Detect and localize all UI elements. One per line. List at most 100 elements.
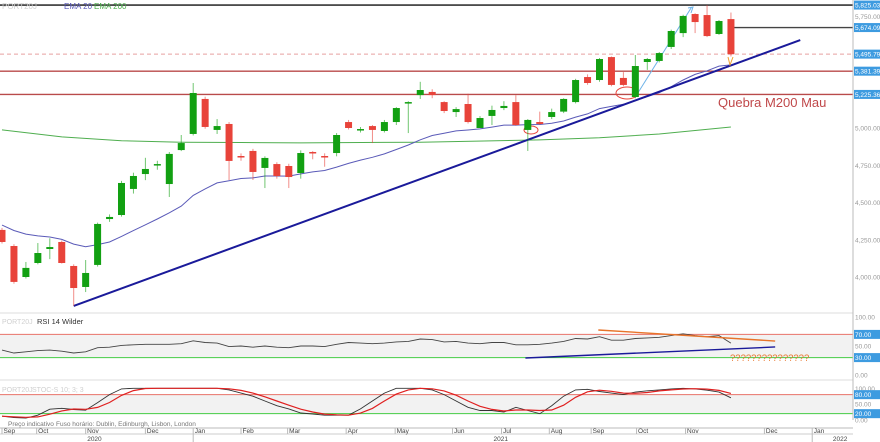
candle-down[interactable] [70, 265, 78, 289]
candle-up[interactable] [261, 157, 269, 168]
candle-down[interactable] [237, 156, 245, 158]
stoch-band [0, 394, 853, 414]
candle-down[interactable] [0, 229, 6, 242]
candle-down[interactable] [10, 246, 18, 282]
candle-down[interactable] [536, 122, 544, 124]
legend-ema200[interactable]: EMA 200 [94, 2, 127, 11]
price-level-badge-bg [854, 0, 880, 10]
candle-up[interactable] [22, 267, 30, 277]
candle-up[interactable] [297, 153, 305, 173]
candle-up[interactable] [153, 164, 161, 166]
price-level-badge: 5,825.03 [855, 3, 880, 10]
candle-down[interactable] [584, 77, 592, 84]
candle-down[interactable] [607, 57, 615, 85]
candle-down[interactable] [345, 122, 353, 128]
arrow-head-icon [687, 6, 694, 14]
candle-up[interactable] [572, 80, 580, 103]
candle-down[interactable] [440, 102, 448, 112]
rsi-resistance-line[interactable] [598, 329, 776, 342]
candle-up[interactable] [596, 59, 603, 81]
year-label: 2022 [833, 436, 848, 442]
rsi-support-line[interactable] [525, 346, 776, 359]
candle-up[interactable] [189, 92, 197, 134]
candle-up[interactable] [34, 253, 42, 263]
candle-up[interactable] [524, 119, 532, 130]
candle-up[interactable] [357, 129, 364, 131]
month-label: Nov [687, 428, 699, 435]
stoch-tick-label-bg [854, 390, 880, 400]
candle-up[interactable] [488, 109, 496, 116]
candle-down[interactable] [309, 151, 317, 154]
candle-down[interactable] [368, 126, 376, 130]
candle-down[interactable] [58, 241, 66, 263]
rsi-tick-label-bg [854, 353, 880, 363]
candle-up[interactable] [177, 143, 185, 151]
candle-up[interactable] [452, 109, 460, 113]
month-label: Dec [766, 428, 778, 435]
month-label: Sep [4, 428, 16, 435]
candle-up[interactable] [333, 135, 341, 154]
candle-down[interactable] [201, 98, 209, 127]
candle-up[interactable] [94, 223, 102, 265]
candle-up[interactable] [141, 168, 149, 175]
timezone-note: Fuso horário: Dublin, Edinburgh, Lisbon,… [56, 421, 196, 428]
rsi-tick-label: 100.00 [855, 315, 875, 322]
rsi-line [1, 333, 732, 354]
rsi-note[interactable]: ??????????????? [730, 353, 809, 364]
candle-down[interactable] [428, 91, 436, 96]
candle-up[interactable] [560, 98, 568, 112]
price-level-badge-bg [854, 49, 880, 59]
candle-up[interactable] [46, 247, 54, 249]
stoch-tick-label: 80.00 [855, 392, 872, 399]
candle-down[interactable] [619, 77, 627, 85]
candle-down[interactable] [703, 15, 711, 37]
rsi-tick-label: 30.00 [855, 355, 872, 362]
candle-up[interactable] [106, 216, 114, 220]
month-label: Mar [289, 428, 301, 435]
candle-up[interactable] [655, 53, 663, 61]
candle-up[interactable] [476, 118, 484, 128]
candle-down[interactable] [273, 164, 281, 176]
month-label: Sep [593, 428, 605, 435]
candle-up[interactable] [667, 31, 675, 47]
candle-up[interactable] [631, 66, 639, 98]
annotation-quebra[interactable]: Quebra M200 Mau [718, 95, 826, 110]
candle-up[interactable] [715, 21, 723, 34]
rsi-band [0, 334, 853, 358]
candle-up[interactable] [416, 90, 424, 96]
candle-down[interactable] [321, 156, 329, 158]
candle-down[interactable] [464, 104, 472, 123]
stoch-tick-label: 50.00 [855, 402, 872, 409]
candle-up[interactable] [679, 15, 687, 34]
price-level-badge: 5,225.36 [855, 92, 880, 99]
candle-down[interactable] [225, 123, 233, 161]
stoch-title: STOC-S 10; 3; 3 [32, 387, 84, 394]
candle-up[interactable] [129, 175, 137, 189]
candle-up[interactable] [118, 182, 125, 216]
trendline[interactable] [73, 39, 801, 307]
month-label: Feb [243, 428, 255, 435]
rsi-tick-label: 0.00 [855, 373, 868, 380]
candle-up[interactable] [380, 122, 388, 131]
candle-up[interactable] [392, 108, 400, 123]
candle-up[interactable] [213, 126, 221, 130]
candle-down[interactable] [249, 150, 257, 172]
candle-down[interactable] [727, 19, 735, 55]
legend-ema20[interactable]: EMA 20 [64, 2, 93, 11]
candle-up[interactable] [500, 105, 508, 109]
candle-up[interactable] [82, 272, 90, 287]
stoch-tick-label: 100.00 [855, 386, 875, 393]
candle-down[interactable] [691, 14, 699, 23]
stoch-instrument-label: PORT20J [2, 387, 33, 394]
y-tick-label: 4,250.00 [855, 237, 880, 244]
candle-down[interactable] [285, 165, 293, 178]
x-axis-bg [0, 428, 853, 442]
price-level-badge-bg [854, 23, 880, 33]
candle-up[interactable] [404, 102, 412, 104]
candle-up[interactable] [548, 112, 556, 117]
ema200-line [1, 126, 731, 144]
candle-up[interactable] [643, 59, 651, 62]
candle-down[interactable] [512, 102, 520, 126]
candle-up[interactable] [165, 153, 173, 185]
